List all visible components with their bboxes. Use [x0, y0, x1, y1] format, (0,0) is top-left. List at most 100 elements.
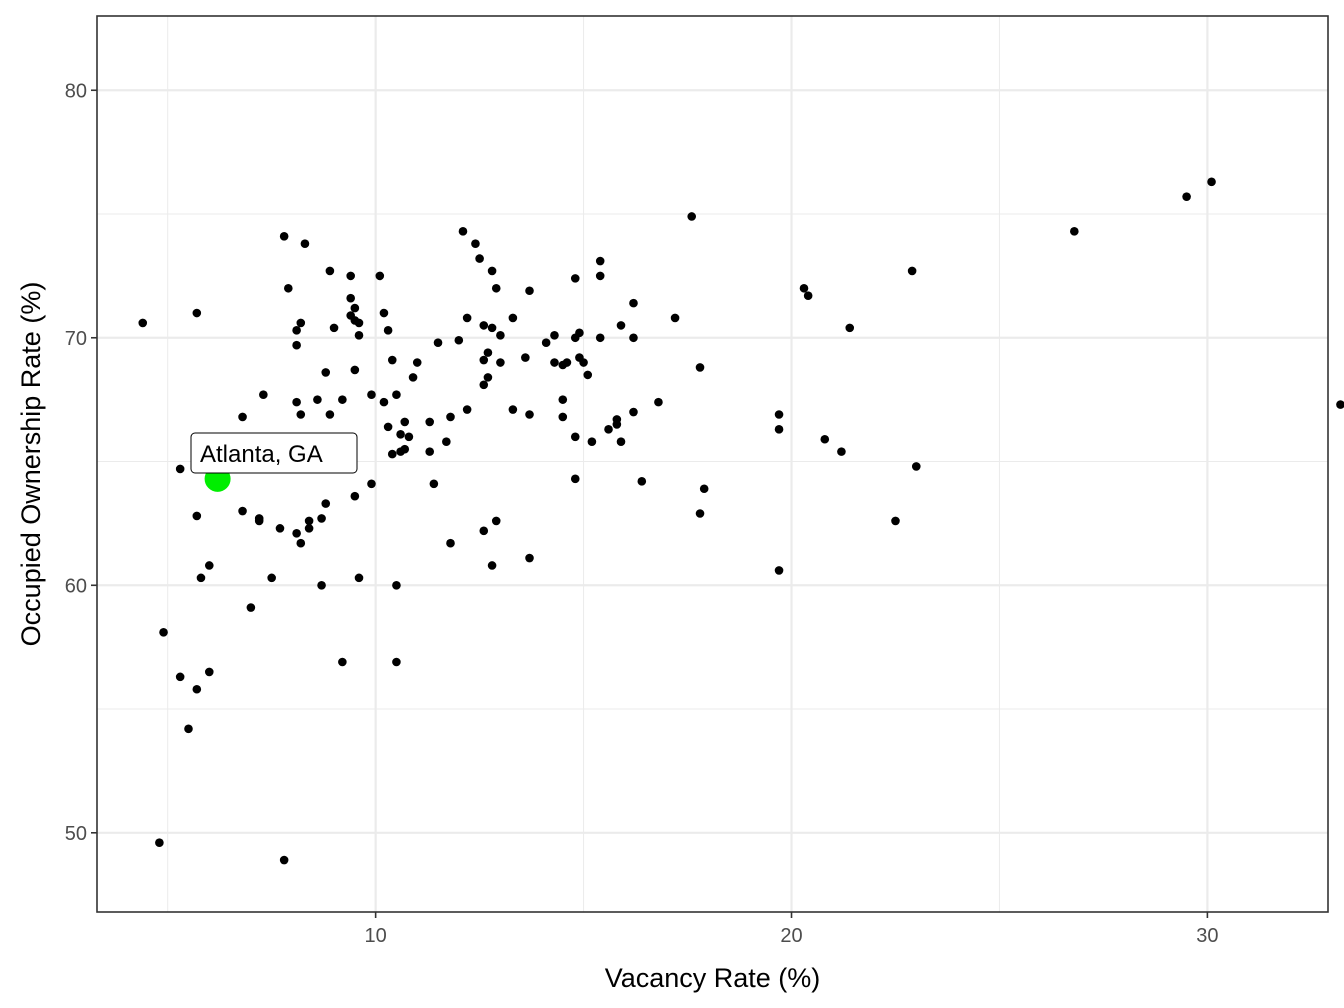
data-point — [196, 573, 206, 583]
data-point — [329, 323, 339, 333]
data-point — [654, 397, 663, 407]
axes: 10 20 30 50 60 70 80 — [65, 80, 1219, 947]
data-point — [550, 358, 559, 367]
data-point — [304, 524, 314, 533]
data-point — [479, 380, 489, 390]
data-point — [429, 479, 439, 489]
data-point — [379, 397, 389, 407]
data-point — [458, 227, 468, 236]
data-point — [629, 333, 638, 343]
data-point — [292, 326, 301, 335]
data-point — [562, 358, 572, 367]
data-point — [570, 474, 580, 484]
data-point — [292, 529, 301, 538]
data-point — [412, 358, 422, 367]
data-point — [279, 855, 289, 865]
data-point — [300, 239, 310, 249]
data-point — [321, 499, 331, 508]
data-point — [496, 330, 505, 340]
data-point — [446, 412, 455, 422]
data-point — [284, 283, 293, 293]
data-point — [774, 425, 784, 434]
data-point — [350, 365, 360, 375]
data-point — [259, 390, 268, 399]
data-point — [292, 397, 301, 407]
y-tick-label: 80 — [65, 80, 87, 102]
data-points — [138, 177, 1344, 865]
data-point — [487, 323, 497, 333]
data-point — [907, 266, 917, 276]
data-point — [483, 348, 493, 357]
data-point — [246, 603, 256, 612]
data-point — [375, 271, 385, 281]
data-point — [317, 580, 326, 590]
data-point — [541, 338, 551, 348]
data-point — [408, 373, 418, 382]
annotation-box — [190, 432, 358, 474]
data-point — [175, 464, 185, 474]
data-point — [317, 514, 326, 523]
data-point — [612, 420, 622, 429]
data-point — [238, 506, 247, 516]
highlight-layer: Atlanta, GA — [190, 432, 358, 492]
data-point — [695, 509, 705, 518]
data-point — [184, 724, 193, 734]
data-point — [192, 511, 202, 521]
x-tick-label: 30 — [1196, 925, 1218, 947]
data-point — [267, 573, 276, 583]
data-point — [475, 254, 484, 263]
data-point — [595, 333, 605, 343]
data-point — [383, 326, 393, 335]
y-tick-label: 70 — [65, 328, 87, 350]
data-point — [845, 323, 855, 333]
data-point — [558, 412, 568, 422]
data-point — [483, 373, 493, 382]
data-point — [508, 405, 518, 414]
data-point — [338, 395, 347, 404]
x-tick-label: 20 — [780, 925, 802, 947]
data-point — [296, 538, 306, 548]
data-point — [687, 212, 697, 221]
data-point — [387, 449, 397, 459]
data-point — [138, 318, 148, 328]
data-point — [575, 328, 584, 338]
data-point — [155, 838, 164, 847]
data-point — [508, 313, 518, 323]
data-point — [350, 303, 360, 313]
data-point — [442, 437, 451, 447]
data-point — [462, 313, 472, 323]
data-point — [496, 358, 505, 367]
data-point — [558, 395, 568, 404]
data-point — [387, 355, 397, 365]
data-point — [670, 313, 680, 323]
data-point — [695, 363, 705, 372]
data-point — [595, 271, 605, 281]
data-point — [425, 417, 435, 427]
data-point — [570, 432, 580, 442]
data-point — [911, 462, 921, 471]
data-point — [521, 353, 530, 362]
data-point — [275, 524, 285, 533]
data-point — [579, 358, 588, 367]
data-point — [1336, 400, 1344, 409]
data-point — [774, 410, 784, 419]
data-point — [338, 657, 347, 667]
data-point — [479, 321, 489, 330]
data-point — [550, 330, 559, 340]
data-point — [192, 308, 202, 318]
data-point — [204, 561, 214, 570]
data-point — [491, 516, 501, 526]
data-point — [292, 340, 301, 350]
data-point — [350, 491, 360, 501]
data-point — [1207, 177, 1216, 187]
data-point — [346, 271, 355, 281]
data-point — [354, 573, 364, 583]
data-point — [392, 657, 401, 667]
data-point — [159, 628, 168, 637]
data-point — [525, 286, 534, 296]
data-point — [629, 298, 638, 308]
data-point — [487, 561, 497, 570]
data-point — [325, 410, 335, 419]
data-point — [400, 444, 410, 454]
